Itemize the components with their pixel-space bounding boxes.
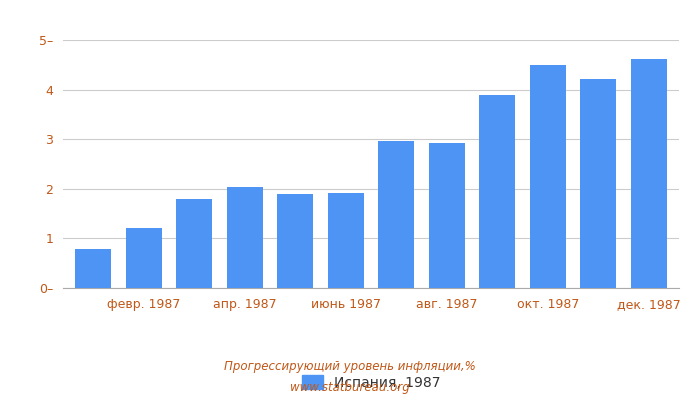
Bar (75, 249, 111, 288)
Bar (580, 79, 617, 288)
Bar (631, 59, 667, 288)
Bar (428, 143, 465, 288)
Text: Прогрессирующий уровень инфляции,%: Прогрессирующий уровень инфляции,% (224, 360, 476, 373)
Text: www.statbureau.org: www.statbureau.org (290, 381, 410, 394)
Bar (378, 141, 414, 288)
Bar (328, 193, 364, 288)
Bar (227, 187, 263, 288)
Bar (277, 194, 314, 288)
Bar (125, 228, 162, 288)
Bar (479, 94, 515, 288)
Legend: Испания, 1987: Испания, 1987 (296, 369, 446, 395)
Bar (176, 199, 213, 288)
Bar (529, 65, 566, 288)
